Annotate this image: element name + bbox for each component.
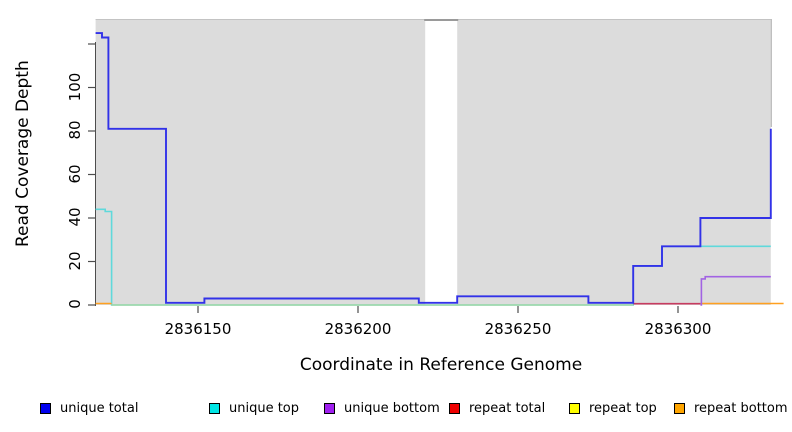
assayed-region-0	[95, 19, 426, 305]
legend-swatch	[569, 402, 580, 414]
legend: unique total unique top unique bottom repea…	[0, 399, 792, 419]
series-unique-total	[95, 32, 772, 304]
legend-label: repeat top	[589, 400, 657, 416]
y-tick-label: 40	[66, 207, 84, 227]
y-tick-label: 80	[66, 120, 84, 140]
legend-swatch	[209, 402, 220, 414]
y-axis-title: Read Coverage Depth	[13, 60, 33, 247]
x-axis-title: Coordinate in Reference Genome	[299, 355, 583, 375]
x-tick-label: 2836150	[164, 320, 232, 338]
legend-item-repeat-top: repeat top	[569, 399, 657, 417]
series-unique-bottom	[700, 275, 771, 306]
y-tick-label: 20	[66, 250, 84, 271]
legend-swatch	[674, 402, 685, 414]
assayed-region-1	[457, 19, 771, 305]
x-tick-label: 2836300	[644, 320, 712, 338]
x-tick-label: 2836200	[324, 320, 392, 338]
legend-item-unique-bottom: unique bottom	[324, 399, 440, 417]
y-tick-label: 0	[66, 299, 84, 309]
legend-label: unique total	[60, 400, 139, 416]
legend-label: unique top	[229, 400, 300, 416]
legend-label: repeat bottom	[694, 400, 788, 416]
legend-label: unique bottom	[344, 400, 440, 416]
x-tick-label: 2836250	[484, 320, 552, 338]
legend-swatch	[324, 402, 335, 414]
legend-item-unique-total: unique total	[40, 399, 138, 417]
y-tick-label: 60	[66, 163, 84, 184]
legend-swatch	[40, 402, 51, 414]
legend-item-unique-top: unique top	[209, 399, 299, 417]
legend-swatch	[449, 402, 460, 414]
y-tick-label: 100	[66, 72, 84, 101]
legend-label: repeat total	[469, 400, 546, 416]
legend-item-repeat-total: repeat total	[449, 399, 545, 417]
legend-item-repeat-bottom: repeat bottom	[674, 399, 788, 417]
